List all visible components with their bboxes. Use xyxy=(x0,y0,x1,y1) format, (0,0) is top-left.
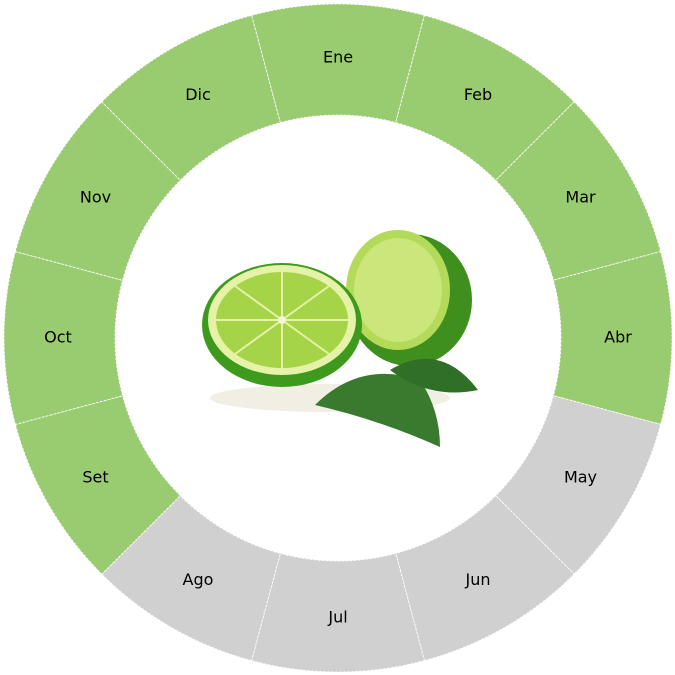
segment-dic xyxy=(101,14,281,182)
segment-may xyxy=(494,395,662,575)
segment-oct xyxy=(3,250,124,426)
month-label-set: Set xyxy=(82,468,108,487)
month-label-ene: Ene xyxy=(323,48,353,67)
month-label-oct: Oct xyxy=(44,328,72,347)
segment-mar xyxy=(494,101,662,281)
segment-jun xyxy=(395,494,575,662)
lime-image xyxy=(202,230,478,447)
segment-jul xyxy=(250,552,426,673)
segment-abr xyxy=(552,250,673,426)
month-label-feb: Feb xyxy=(464,85,492,104)
segment-ene xyxy=(250,3,426,124)
month-label-ago: Ago xyxy=(183,570,214,589)
month-label-mar: Mar xyxy=(565,188,596,207)
segment-feb xyxy=(395,14,575,182)
segment-nov xyxy=(14,101,182,281)
month-label-dic: Dic xyxy=(185,85,211,104)
month-label-may: May xyxy=(564,468,597,487)
month-label-jul: Jul xyxy=(327,608,347,627)
segment-ago xyxy=(101,494,281,662)
month-label-abr: Abr xyxy=(604,328,632,347)
segment-set xyxy=(14,395,182,575)
month-label-nov: Nov xyxy=(80,188,111,207)
month-label-jun: Jun xyxy=(465,570,491,589)
